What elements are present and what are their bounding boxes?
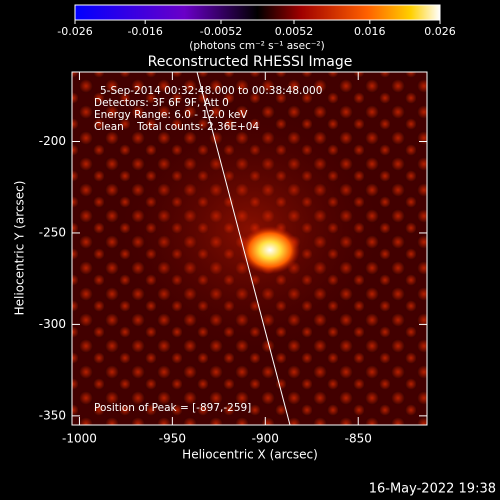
x-axis-label: Heliocentric X (arcsec) — [182, 448, 318, 462]
y-axis-label: Heliocentric Y (arcsec) — [13, 181, 27, 316]
annotation: 5-Sep-2014 00:32:48.000 to 00:38:48.000 — [100, 85, 322, 97]
colorbar-tick-label: -0.026 — [57, 25, 92, 38]
solar-limb — [196, 71, 291, 426]
colorbar-tick-label: 0.0052 — [275, 25, 314, 38]
colorbar-tick-label: -0.0052 — [200, 25, 242, 38]
colorbar-label: (photons cm⁻² s⁻¹ asec⁻²) — [189, 40, 324, 52]
y-tick-label: -350 — [39, 408, 66, 422]
y-tick-label: -250 — [39, 225, 66, 239]
colorbar-tick-label: -0.016 — [127, 25, 162, 38]
emission-glow — [120, 110, 380, 350]
annotation: Energy Range: 6.0 - 12.0 keV — [94, 109, 248, 121]
colorbar — [74, 4, 441, 21]
chart-title: Reconstructed RHESSI Image — [148, 54, 353, 70]
annotation: Detectors: 3F 6F 9F, Att 0 — [94, 97, 229, 109]
x-tick-label: -1000 — [62, 432, 97, 446]
x-tick-label: -850 — [345, 432, 372, 446]
colorbar-tick-label: 0.026 — [424, 25, 456, 38]
y-tick-label: -300 — [39, 317, 66, 331]
image — [72, 71, 427, 426]
peak-label: Position of Peak = [-897,-259] — [94, 402, 251, 414]
colorbar-tick-label: 0.016 — [354, 25, 386, 38]
y-tick-label: -200 — [39, 134, 66, 148]
x-tick-label: -900 — [252, 432, 279, 446]
footer: 16-May-2022 19:38 — [369, 482, 496, 497]
annotation: Clean Total counts: 2.36E+04 — [94, 121, 259, 133]
x-tick-label: -950 — [159, 432, 186, 446]
peak-source — [240, 226, 300, 274]
plot-frame — [71, 71, 428, 426]
